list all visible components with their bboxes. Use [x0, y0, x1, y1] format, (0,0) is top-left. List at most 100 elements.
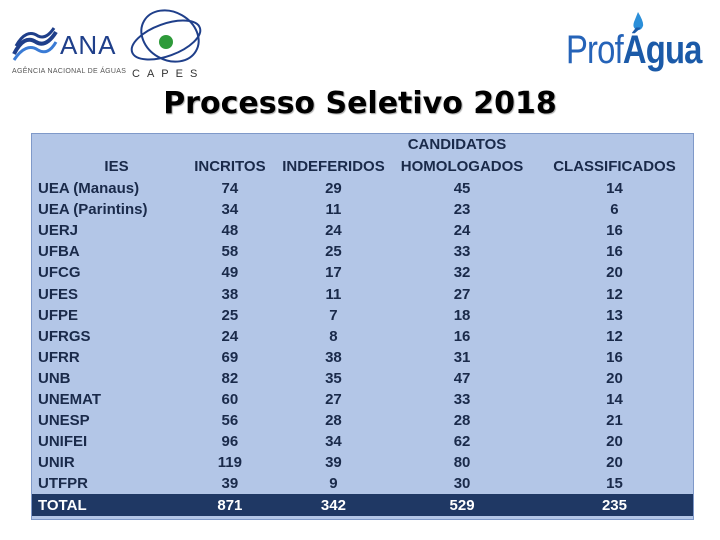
- capes-logo: CAPES: [122, 2, 222, 80]
- candidates-table-container: CANDIDATOS IES INCRITOS INDEFERIDOS HOMO…: [31, 133, 694, 520]
- capes-logo-text: CAPES: [132, 68, 205, 80]
- water-drop-icon: [633, 12, 644, 31]
- table-row: UFBA 58 25 33 16: [32, 241, 693, 262]
- cell-indeferidos: 7: [329, 306, 338, 324]
- cell-ies: UNIFEI: [38, 433, 88, 451]
- header-ies: IES: [104, 158, 129, 175]
- table-row: UEA (Manaus) 74 29 45 14: [32, 178, 693, 199]
- cell-ies: UNIR: [38, 454, 75, 472]
- total-classificados: 235: [535, 494, 693, 517]
- cell-indeferidos: 25: [325, 243, 342, 261]
- cell-ies: UTFPR: [38, 475, 88, 493]
- header-homologados: HOMOLOGADOS: [400, 158, 524, 175]
- ana-logo-text: ANA: [60, 30, 117, 60]
- cell-classificados: 14: [606, 390, 623, 408]
- cell-homologados: 30: [453, 475, 471, 493]
- cell-homologados: 80: [453, 454, 471, 472]
- capes-orbit-icon: [130, 9, 202, 63]
- cell-classificados: 21: [606, 412, 623, 430]
- cell-classificados: 6: [610, 201, 619, 219]
- table-row: UFCG 49 17 32 20: [32, 262, 693, 283]
- cell-homologados: 32: [453, 264, 471, 282]
- cell-indeferidos: 28: [325, 412, 342, 430]
- cell-classificados: 16: [606, 243, 623, 261]
- cell-ies: UFES: [38, 285, 79, 303]
- profagua-agua: Água: [622, 28, 703, 72]
- page-title: Processo Seletivo 2018: [163, 86, 557, 121]
- cell-ies: UNB: [38, 369, 71, 387]
- ana-wave-icon: [12, 27, 58, 61]
- cell-ies: UEA (Manaus): [38, 180, 140, 198]
- cell-classificados: 16: [606, 222, 623, 240]
- table-header-row: IES INCRITOS INDEFERIDOS HOMOLOGADOS CLA…: [32, 156, 693, 178]
- ana-logo: ANA AGÊNCIA NACIONAL DE ÁGUAS: [10, 18, 126, 80]
- table-row: UFRR 69 38 31 16: [32, 347, 693, 368]
- cell-homologados: 33: [453, 390, 471, 408]
- cell-homologados: 45: [453, 180, 471, 198]
- cell-indeferidos: 34: [325, 433, 342, 451]
- cell-classificados: 20: [606, 264, 623, 282]
- cell-classificados: 20: [606, 433, 623, 451]
- cell-ies: UEA (Parintins): [38, 201, 148, 219]
- cell-classificados: 12: [606, 327, 623, 345]
- table-row: UTFPR 39 9 30 15: [32, 473, 693, 494]
- cell-homologados: 47: [453, 369, 471, 387]
- cell-indeferidos: 24: [325, 222, 342, 240]
- cell-classificados: 20: [606, 369, 623, 387]
- cell-ies: UNEMAT: [38, 390, 102, 408]
- header-indeferidos: INDEFERIDOS: [282, 158, 385, 175]
- cell-indeferidos: 8: [329, 327, 338, 345]
- cell-indeferidos: 39: [325, 454, 342, 472]
- cell-classificados: 16: [606, 348, 623, 366]
- cell-classificados: 13: [606, 306, 623, 324]
- header-inscritos: INCRITOS: [194, 158, 266, 175]
- table-row: UFPE 25 7 18 13: [32, 305, 693, 326]
- cell-inscritos: 49: [221, 264, 239, 282]
- cell-ies: UFPE: [38, 306, 79, 324]
- cell-inscritos: 58: [221, 243, 239, 261]
- cell-classificados: 14: [606, 180, 623, 198]
- total-label: TOTAL: [32, 494, 182, 517]
- cell-homologados: 18: [453, 306, 471, 324]
- cell-classificados: 15: [606, 475, 623, 493]
- cell-homologados: 24: [453, 222, 471, 240]
- table-row: UNIR 119 39 80 20: [32, 452, 693, 473]
- cell-indeferidos: 38: [325, 348, 342, 366]
- cell-inscritos: 60: [221, 390, 239, 408]
- cell-classificados: 12: [606, 285, 623, 303]
- table-total-row: TOTAL 871 342 529 235: [32, 494, 693, 517]
- cell-ies: UFCG: [38, 264, 81, 282]
- ana-logo-subtitle: AGÊNCIA NACIONAL DE ÁGUAS: [12, 68, 127, 75]
- cell-inscritos: 34: [221, 201, 239, 219]
- cell-inscritos: 69: [221, 348, 239, 366]
- cell-indeferidos: 17: [325, 264, 342, 282]
- cell-ies: UERJ: [38, 222, 79, 240]
- table-row: UNB 82 35 47 20: [32, 368, 693, 389]
- cell-indeferidos: 27: [325, 390, 342, 408]
- cell-homologados: 62: [453, 433, 471, 451]
- header-classificados: CLASSIFICADOS: [553, 158, 676, 175]
- table-row: UEA (Parintins) 34 11 23 6: [32, 199, 693, 220]
- cell-ies: UFBA: [38, 243, 80, 261]
- table-row: UFRGS 24 8 16 12: [32, 326, 693, 347]
- cell-indeferidos: 11: [325, 201, 342, 219]
- profagua-prof: Prof: [566, 28, 624, 72]
- cell-inscritos: 38: [221, 285, 239, 303]
- cell-inscritos: 48: [221, 222, 239, 240]
- group-header-candidatos: CANDIDATOS: [407, 136, 507, 153]
- table-group-header-row: CANDIDATOS: [32, 134, 693, 156]
- cell-homologados: 27: [453, 285, 471, 303]
- table-row: UNIFEI 96 34 62 20: [32, 431, 693, 452]
- cell-inscritos: 74: [221, 180, 239, 198]
- cell-indeferidos: 11: [325, 285, 342, 303]
- candidates-table: CANDIDATOS IES INCRITOS INDEFERIDOS HOMO…: [32, 134, 693, 517]
- cell-indeferidos: 9: [329, 475, 338, 493]
- cell-inscritos: 119: [217, 454, 242, 472]
- cell-homologados: 16: [453, 327, 471, 345]
- total-homologados: 529: [388, 494, 536, 517]
- cell-inscritos: 39: [221, 475, 239, 493]
- table-row: UNESP 56 28 28 21: [32, 410, 693, 431]
- profagua-logo-text: ProfÁgua: [566, 28, 702, 73]
- cell-inscritos: 24: [221, 327, 239, 345]
- table-row: UNEMAT 60 27 33 14: [32, 389, 693, 410]
